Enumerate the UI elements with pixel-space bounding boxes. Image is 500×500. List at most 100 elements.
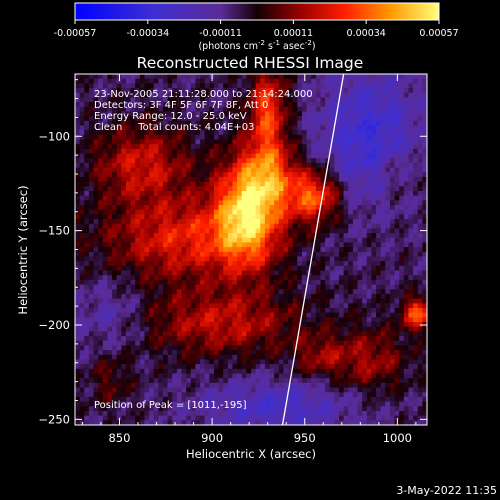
heatmap-cell	[241, 340, 247, 346]
heatmap-cell	[246, 116, 252, 122]
heatmap-cell	[93, 247, 99, 253]
heatmap-cell	[292, 354, 298, 360]
heatmap-cell	[260, 120, 266, 126]
heatmap-cell	[269, 186, 275, 192]
heatmap-cell	[153, 237, 159, 243]
heatmap-cell	[315, 359, 321, 365]
heatmap-cell	[167, 130, 173, 136]
heatmap-cell	[334, 167, 340, 173]
heatmap-cell	[130, 195, 136, 201]
heatmap-cell	[121, 242, 127, 248]
heatmap-cell	[260, 97, 266, 103]
heatmap-cell	[167, 284, 173, 290]
heatmap-cell	[255, 331, 261, 337]
heatmap-cell	[320, 247, 326, 253]
heatmap-cell	[301, 354, 307, 360]
heatmap-cell	[125, 111, 131, 117]
heatmap-cell	[186, 205, 192, 211]
heatmap-cell	[339, 139, 345, 145]
heatmap-cell	[334, 233, 340, 239]
heatmap-cell	[320, 200, 326, 206]
heatmap-cell	[153, 88, 159, 94]
heatmap-cell	[209, 176, 215, 183]
heatmap-cell	[297, 233, 303, 239]
heatmap-cell	[186, 350, 192, 356]
heatmap-cell	[227, 130, 233, 136]
heatmap-cell	[385, 261, 391, 267]
heatmap-cell	[343, 102, 349, 108]
heatmap-cell	[176, 275, 182, 281]
heatmap-cell	[181, 364, 187, 370]
heatmap-cell	[389, 172, 395, 178]
heatmap-cell	[306, 172, 312, 178]
heatmap-cell	[339, 209, 345, 215]
heatmap-cell	[227, 378, 233, 384]
heatmap-cell	[218, 326, 224, 332]
heatmap-cell	[343, 279, 349, 285]
heatmap-cell	[93, 176, 99, 183]
heatmap-cell	[385, 279, 391, 285]
heatmap-cell	[84, 308, 90, 314]
heatmap-cell	[417, 88, 423, 94]
heatmap-cell	[79, 116, 85, 122]
heatmap-cell	[172, 162, 178, 168]
heatmap-cell	[283, 270, 289, 276]
heatmap-cell	[200, 256, 206, 262]
heatmap-cell	[269, 233, 275, 239]
heatmap-cell	[213, 120, 219, 126]
heatmap-cell	[158, 209, 164, 215]
heatmap-cell	[102, 102, 108, 108]
heatmap-cell	[112, 228, 118, 234]
heatmap-cell	[399, 247, 405, 253]
heatmap-cell	[343, 120, 349, 126]
heatmap-cell	[125, 322, 131, 328]
heatmap-cell	[200, 233, 206, 239]
heatmap-cell	[107, 125, 113, 131]
heatmap-cell	[246, 228, 252, 234]
heatmap-cell	[362, 228, 368, 234]
heatmap-cell	[112, 251, 118, 257]
heatmap-cell	[408, 74, 414, 80]
heatmap-cell	[172, 364, 178, 370]
heatmap-cell	[306, 345, 312, 351]
heatmap-cell	[130, 153, 136, 159]
heatmap-cell	[371, 125, 377, 131]
heatmap-cell	[339, 120, 345, 126]
heatmap-cell	[366, 336, 372, 342]
heatmap-cell	[371, 261, 377, 267]
heatmap-cell	[204, 368, 210, 374]
heatmap-cell	[218, 308, 224, 314]
heatmap-cell	[75, 275, 81, 281]
heatmap-cell	[403, 88, 409, 94]
heatmap-cell	[357, 172, 363, 178]
heatmap-cell	[112, 256, 118, 262]
heatmap-cell	[278, 106, 284, 112]
heatmap-cell	[362, 120, 368, 126]
heatmap-cell	[84, 219, 90, 225]
heatmap-cell	[107, 228, 113, 234]
heatmap-cell	[306, 275, 312, 281]
heatmap-cell	[102, 364, 108, 370]
heatmap-cell	[153, 233, 159, 239]
heatmap-cell	[288, 167, 294, 173]
heatmap-cell	[218, 88, 224, 94]
heatmap-cell	[223, 331, 229, 337]
heatmap-cell	[176, 176, 182, 183]
heatmap-cell	[371, 97, 377, 103]
heatmap-cell	[125, 78, 131, 84]
heatmap-cell	[223, 116, 229, 122]
heatmap-cell	[218, 373, 224, 379]
heatmap-cell	[348, 191, 354, 197]
heatmap-cell	[149, 186, 155, 192]
heatmap-cell	[394, 102, 400, 108]
heatmap-cell	[408, 261, 414, 267]
heatmap-cell	[357, 293, 363, 300]
heatmap-cell	[362, 195, 368, 201]
heatmap-cell	[274, 116, 280, 122]
heatmap-cell	[274, 102, 280, 108]
heatmap-cell	[98, 364, 104, 370]
heatmap-cell	[176, 144, 182, 150]
heatmap-cell	[385, 158, 391, 164]
heatmap-cell	[325, 134, 331, 140]
heatmap-cell	[125, 134, 131, 140]
